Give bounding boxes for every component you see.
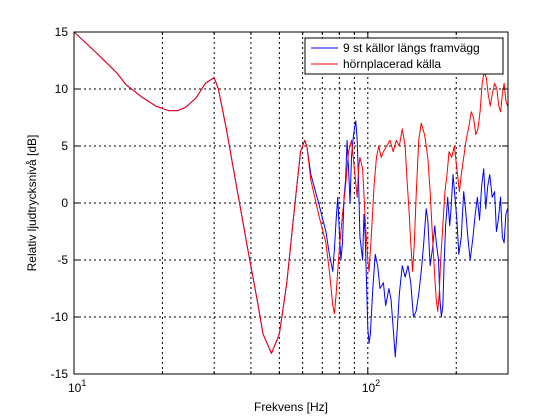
x-tick-label: 101	[68, 378, 86, 395]
x-tick-label: 102	[362, 378, 380, 395]
y-tick-label: 0	[61, 196, 68, 210]
legend-label-corner-source: hörnplacerad källa	[343, 57, 441, 71]
plot-area	[74, 32, 508, 358]
x-axis-label: Frekvens [Hz]	[254, 400, 328, 414]
y-tick-label: 5	[61, 139, 68, 153]
y-tick-label: -10	[51, 310, 69, 324]
y-tick-label: 10	[55, 82, 69, 96]
legend-box	[304, 37, 504, 75]
y-axis-label: Relativ ljudtrycksnivå [dB]	[25, 135, 39, 272]
legend: 9 st källor längs framvägg hörnplacerad …	[304, 37, 504, 75]
grid-lines	[74, 32, 508, 374]
legend-label-front-wall-sources: 9 st källor längs framvägg	[343, 41, 480, 55]
series-line-corner-source	[74, 32, 508, 354]
y-tick-label: -15	[51, 367, 69, 381]
y-tick-label: -5	[57, 253, 68, 267]
y-tick-label: 15	[55, 25, 69, 39]
